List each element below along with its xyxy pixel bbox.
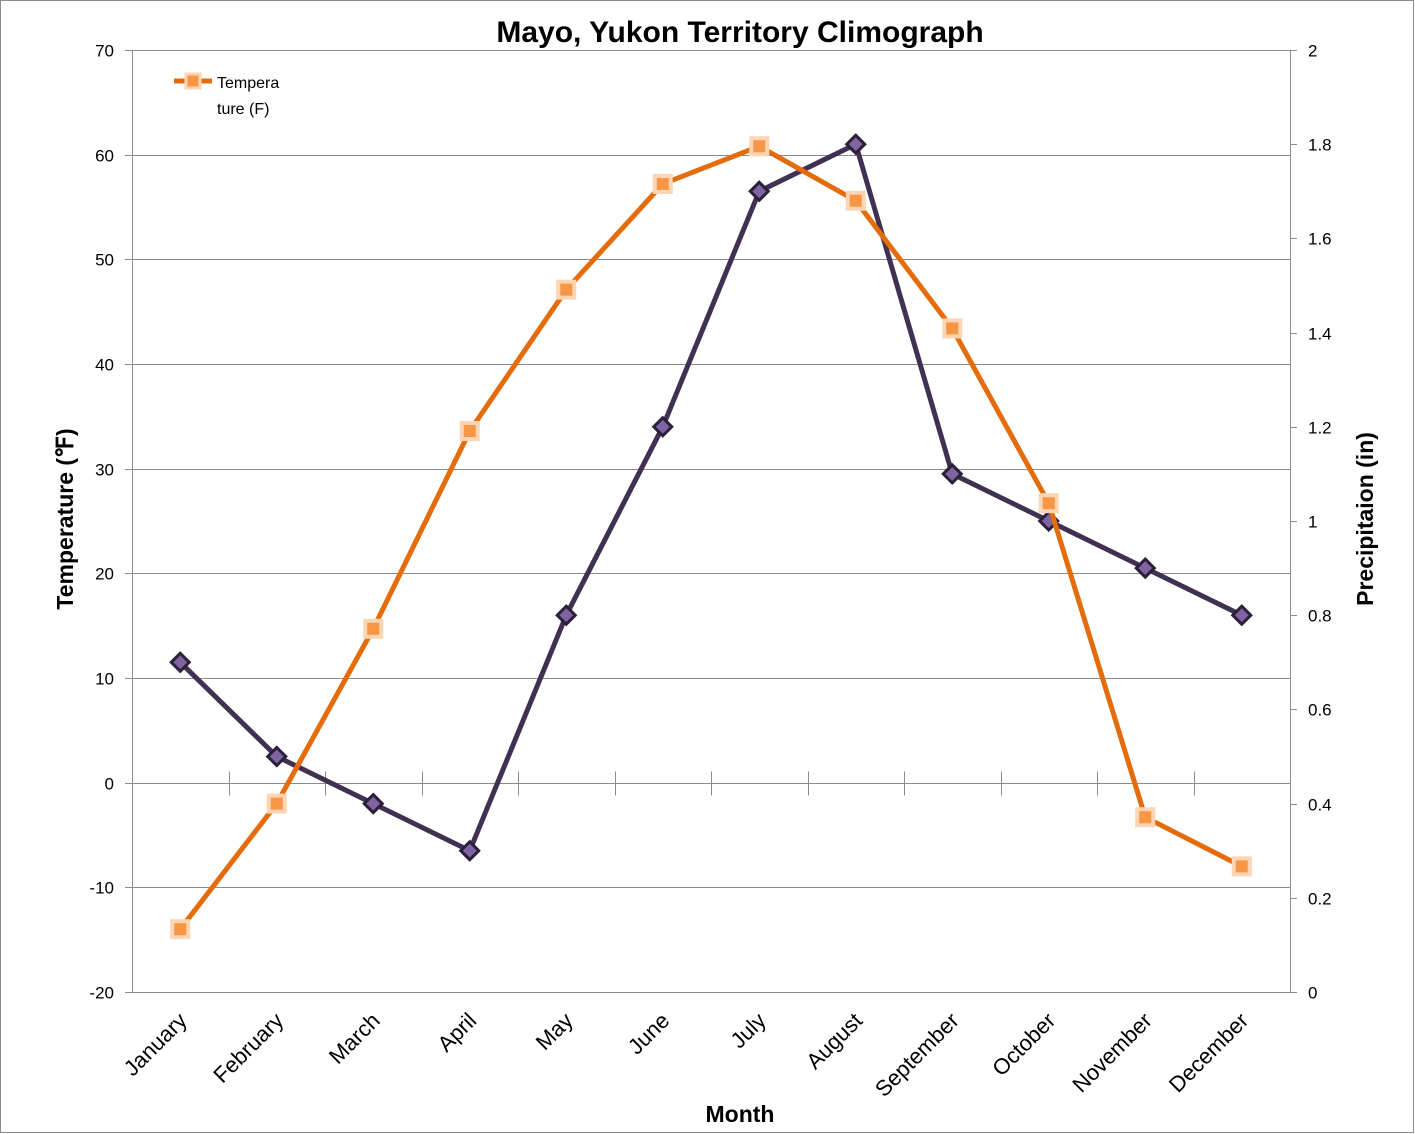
right-tick-label: 0.8	[1308, 607, 1332, 626]
legend-label-line-1: Tempera	[217, 75, 279, 92]
left-tick-label: 30	[95, 461, 114, 480]
precipitation-point	[844, 133, 867, 156]
left-tick-label: -20	[89, 984, 114, 1003]
left-tick-label: -10	[89, 879, 114, 898]
right-tick-label: 1.2	[1308, 419, 1332, 438]
right-tick-label: 1.4	[1308, 325, 1332, 344]
right-tick-label: 1	[1308, 513, 1317, 532]
temperature-point	[363, 618, 384, 639]
left-tick-label: 0	[105, 775, 114, 794]
precipitation-point	[458, 839, 481, 862]
chart-title: Mayo, Yukon Territory Climograph	[496, 16, 983, 49]
gridlines	[132, 50, 1290, 888]
right-tick-label: 1.6	[1308, 230, 1332, 249]
temperature-point	[266, 793, 287, 814]
left-tick-label: 40	[95, 356, 114, 375]
right-tick-label: 0	[1308, 984, 1317, 1003]
legend: Tempera ture (F)	[174, 72, 279, 118]
temperature-line	[178, 143, 1243, 931]
series-layer	[169, 133, 1253, 940]
left-tick-label: 70	[95, 42, 114, 61]
temperature-point	[556, 279, 577, 300]
precipitation-point	[748, 180, 771, 203]
right-axis-tick-labels: 0 0.2 0.4 0.6 0.8 1 1.2 1.4 1.6 1.8 2	[1308, 42, 1332, 1003]
y-axis-title: Temperature (℉)	[52, 428, 78, 609]
precipitation-point	[941, 462, 964, 486]
precipitation-point	[169, 651, 192, 674]
precipitation-point	[1134, 556, 1157, 580]
x-axis-title: Month	[706, 1101, 775, 1127]
right-tick-label: 0.6	[1308, 701, 1332, 720]
series-temperature	[170, 136, 1252, 940]
precipitation-point	[265, 745, 288, 768]
right-tick-label: 0.2	[1308, 890, 1332, 909]
temperature-point	[1135, 807, 1156, 828]
temperature-point	[845, 190, 866, 211]
temperature-point	[459, 420, 480, 441]
left-tick-label: 20	[95, 565, 114, 584]
precipitation-point	[362, 792, 385, 815]
legend-marker-temperature	[184, 72, 202, 90]
left-tick-label: 10	[95, 670, 114, 689]
right-tick-label: 0.4	[1308, 796, 1332, 815]
temperature-point	[1038, 493, 1059, 514]
precipitation-point	[1230, 604, 1253, 627]
temperature-point	[1231, 856, 1252, 877]
series-precipitation	[169, 133, 1253, 862]
legend-label-line-2: ture (F)	[217, 101, 269, 118]
precipitation-point	[555, 604, 578, 627]
temperature-point	[170, 919, 191, 940]
left-tick-label: 60	[95, 147, 114, 166]
precipitation-point	[651, 415, 674, 438]
temperature-point	[942, 318, 963, 339]
precipitation-line	[178, 141, 1243, 854]
temperature-point	[749, 136, 770, 157]
right-tick-label: 1.8	[1308, 136, 1332, 155]
temperature-point	[652, 173, 673, 194]
right-tick-label: 2	[1308, 42, 1317, 61]
left-axis-tick-labels: -20 -10 0 10 20 30 40 50 60 70	[89, 42, 114, 1003]
axes	[125, 50, 1297, 993]
left-tick-label: 50	[95, 251, 114, 270]
y2-axis-title: Precipitaion (in)	[1352, 432, 1378, 606]
